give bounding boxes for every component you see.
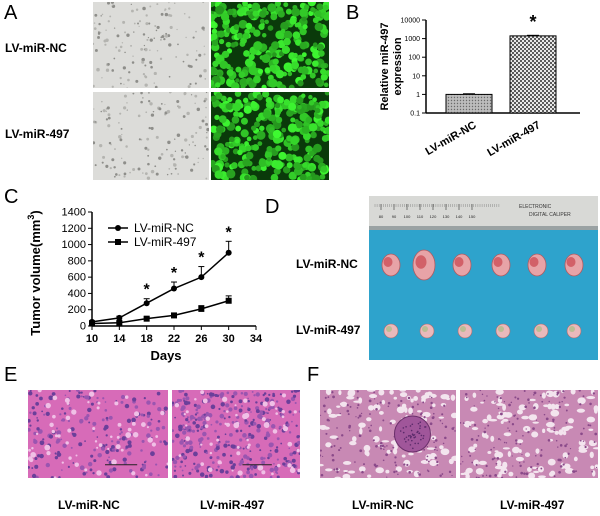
b-y-axis-label: expression: [392, 37, 404, 95]
c-significance-star: *: [226, 224, 233, 241]
b-significance-star: *: [529, 12, 536, 32]
c-x-tick-label: 18: [141, 333, 153, 345]
tumor-nc: [527, 253, 547, 277]
ruler-number: 120: [430, 214, 437, 219]
c-y-tick-label: 1400: [62, 207, 86, 219]
panel-label-e: E: [4, 364, 18, 386]
tumor-nc: [564, 253, 584, 277]
tumor-497: [457, 323, 473, 339]
panel-label-a: A: [4, 2, 18, 24]
ruler-number: 110: [417, 214, 424, 219]
ruler-number: 130: [443, 214, 450, 219]
ruler-text-caliper: DIGITAL CALIPER: [529, 212, 571, 218]
tumor-nc: [491, 253, 511, 277]
panel-d-row-label-497: LV-miR-497: [296, 323, 361, 337]
b-y-axis-label: Relative miR-497: [379, 22, 391, 110]
c-point-497: [143, 315, 150, 322]
ruler-number: 80: [379, 214, 384, 219]
panel-e-caption-497: LV-miR-497: [200, 498, 265, 512]
c-point-nc: [143, 300, 150, 307]
c-point-nc: [116, 314, 123, 321]
c-point-497: [89, 320, 95, 327]
c-significance-star: *: [198, 250, 205, 267]
panel-label-c: C: [4, 186, 19, 208]
b-y-tick-label: 1: [416, 92, 420, 99]
c-x-tick-label: 26: [195, 333, 207, 345]
b-y-tick-label: 100: [408, 55, 420, 62]
c-point-nc: [198, 274, 205, 281]
tumor-497: [495, 323, 511, 339]
ruler-number: 140: [456, 214, 463, 219]
c-x-tick-label: 34: [250, 333, 263, 345]
c-y-tick-label: 0: [80, 321, 86, 333]
b-y-tick-label: 0.1: [410, 111, 420, 118]
b-y-tick-label: 10: [412, 73, 420, 80]
panel-b-bar-chart: 0.1 1 10 100 1000 10000 * LV-miR-NC LV-miR-497 Re…: [379, 12, 580, 159]
c-y-tick-label: 400: [68, 288, 86, 300]
panel-d-row-label-nc: LV-miR-NC: [296, 257, 358, 271]
c-legend-label-1: LV-miR-497: [134, 235, 197, 249]
panel-label-f: F: [307, 364, 320, 386]
b-y-tick-label: 10000: [401, 18, 421, 25]
tumor-497: [419, 323, 435, 339]
c-significance-star: *: [171, 265, 178, 282]
tumor-photo: 80 90 100 110 120 130 140 150 ELECTRONIC DIGITAL …: [369, 196, 598, 360]
tumor-497: [533, 323, 549, 339]
ruler-number: 90: [392, 214, 397, 219]
c-y-tick-label: 600: [68, 272, 86, 284]
c-point-497: [198, 305, 205, 312]
c-x-tick-label: 14: [113, 333, 126, 345]
c-point-nc: [225, 249, 232, 256]
panel-f-caption-nc: LV-miR-NC: [352, 498, 414, 512]
panel-a-row-label-497: LV-miR-497: [5, 127, 70, 141]
c-legend-marker: [115, 225, 121, 231]
c-x-tick-label: 30: [223, 333, 235, 345]
tumor-nc: [452, 253, 472, 277]
c-y-tick-label: 800: [68, 255, 86, 267]
fluorescence-image-497: [211, 92, 329, 180]
ruler-number: 150: [469, 214, 476, 219]
he-image-e-497: [172, 390, 300, 478]
c-point-497: [116, 319, 123, 326]
tumor-nc: [381, 253, 401, 277]
tumor-497: [383, 323, 399, 339]
c-y-axis-label: Tumor volume(mm3): [26, 210, 43, 335]
ruler-text-electronic: ELECTRONIC: [519, 204, 552, 210]
c-x-tick-label: 22: [168, 333, 180, 345]
panel-e-caption-nc: LV-miR-NC: [58, 498, 120, 512]
b-bar-1: [509, 35, 557, 114]
tumor-497: [566, 323, 582, 339]
tumor-nc: [412, 249, 436, 281]
c-y-tick-label: 1200: [62, 223, 86, 235]
b-bar-0: [445, 93, 493, 114]
c-y-tick-label: 1000: [62, 239, 86, 251]
c-x-axis-label: Days: [150, 348, 181, 363]
panel-f-caption-497: LV-miR-497: [500, 498, 565, 512]
c-x-tick-label: 10: [86, 333, 98, 345]
brightfield-image-nc: [93, 2, 209, 88]
c-point-nc: [171, 285, 177, 292]
c-legend-marker: [115, 239, 121, 245]
c-series-line-1: [91, 300, 229, 325]
fluorescence-image-nc: [211, 2, 329, 88]
he-image-f-497: [460, 390, 598, 478]
panel-label-b: B: [346, 2, 360, 24]
he-image-e-nc: [28, 390, 168, 478]
c-point-497: [225, 297, 232, 304]
c-series-line-0: [91, 252, 230, 323]
c-legend-label-0: LV-miR-NC: [134, 221, 194, 235]
c-point-497: [171, 312, 177, 319]
panel-label-d: D: [265, 196, 280, 218]
c-y-tick-label: 200: [68, 304, 86, 316]
ruler-number: 100: [404, 214, 411, 219]
brightfield-image-497: [93, 92, 209, 180]
b-x-category-label: LV-miR-497: [485, 119, 542, 159]
b-x-category-label: LV-miR-NC: [423, 119, 478, 158]
panel-a-row-label-nc: LV-miR-NC: [5, 41, 67, 55]
he-image-f-nc: [320, 390, 456, 478]
panel-c-line-chart: 0 200 400 600 800 1000 1200 1400 10 14 18 22 26 30 34 D…: [26, 207, 263, 364]
c-significance-star: *: [144, 282, 151, 299]
b-y-tick-label: 1000: [404, 36, 420, 43]
